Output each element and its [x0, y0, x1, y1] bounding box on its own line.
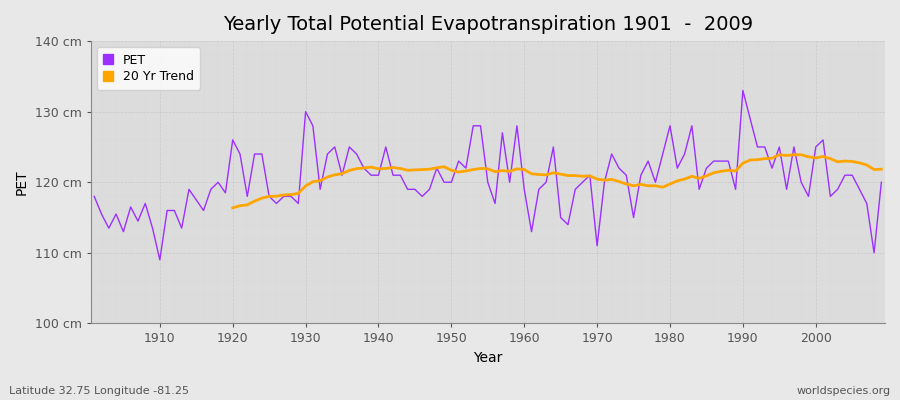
20 Yr Trend	[774, 152, 785, 157]
PET	[89, 194, 100, 199]
PET	[518, 187, 529, 192]
20 Yr Trend	[315, 178, 326, 183]
Text: Latitude 32.75 Longitude -81.25: Latitude 32.75 Longitude -81.25	[9, 386, 189, 396]
20 Yr Trend	[788, 152, 799, 157]
Legend: PET, 20 Yr Trend: PET, 20 Yr Trend	[97, 47, 201, 90]
PET	[315, 187, 326, 192]
20 Yr Trend	[767, 156, 778, 161]
Title: Yearly Total Potential Evapotranspiration 1901  -  2009: Yearly Total Potential Evapotranspiratio…	[222, 15, 753, 34]
20 Yr Trend	[680, 177, 690, 182]
PET	[526, 229, 537, 234]
Line: 20 Yr Trend: 20 Yr Trend	[233, 155, 881, 208]
Text: worldspecies.org: worldspecies.org	[796, 386, 891, 396]
PET	[737, 88, 748, 93]
20 Yr Trend	[854, 160, 865, 165]
PET	[155, 258, 166, 262]
Line: PET: PET	[94, 90, 881, 260]
PET	[876, 180, 886, 185]
PET	[147, 226, 158, 230]
Y-axis label: PET: PET	[15, 170, 29, 195]
20 Yr Trend	[424, 167, 435, 172]
X-axis label: Year: Year	[473, 351, 502, 365]
20 Yr Trend	[876, 167, 886, 172]
PET	[614, 166, 625, 170]
20 Yr Trend	[228, 206, 238, 210]
PET	[358, 166, 369, 170]
